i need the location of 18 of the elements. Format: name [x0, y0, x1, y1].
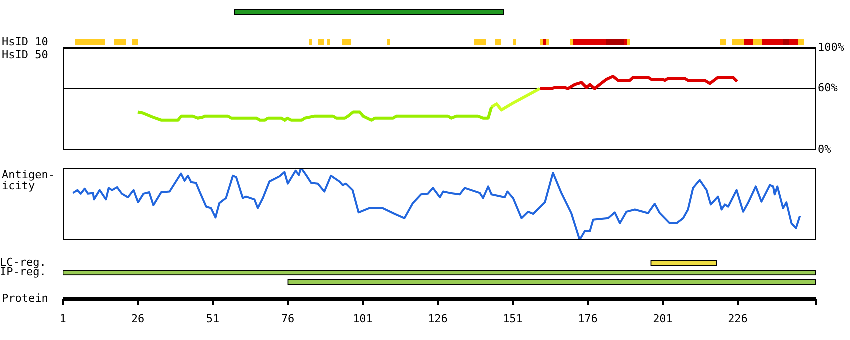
x-tick-label: 101 [353, 312, 373, 326]
y-tick-label: 100% [818, 40, 845, 54]
x-axis-title: Protein [2, 292, 48, 305]
y-tick-label: 0% [818, 142, 832, 156]
y-tick-label: 60% [818, 82, 838, 95]
y-tick-label: LC-reg. [0, 256, 46, 270]
x-tick-label: 51 [206, 312, 220, 326]
x-tick-label: 76 [281, 312, 295, 326]
text: HsID 10 [2, 35, 48, 48]
x-tick-label: 176 [578, 312, 598, 326]
x-tick-label: 26 [131, 312, 145, 326]
x-tick-label: 226 [728, 312, 748, 326]
x-tick-label: 1 [60, 312, 66, 326]
x-tick-label: 126 [428, 312, 448, 326]
x-tick-label: 151 [503, 312, 523, 326]
y-axis-title: HsID 50 [2, 48, 48, 62]
x-tick-label: 201 [653, 312, 673, 326]
y-axis-title: Antigen-icity [2, 168, 55, 192]
